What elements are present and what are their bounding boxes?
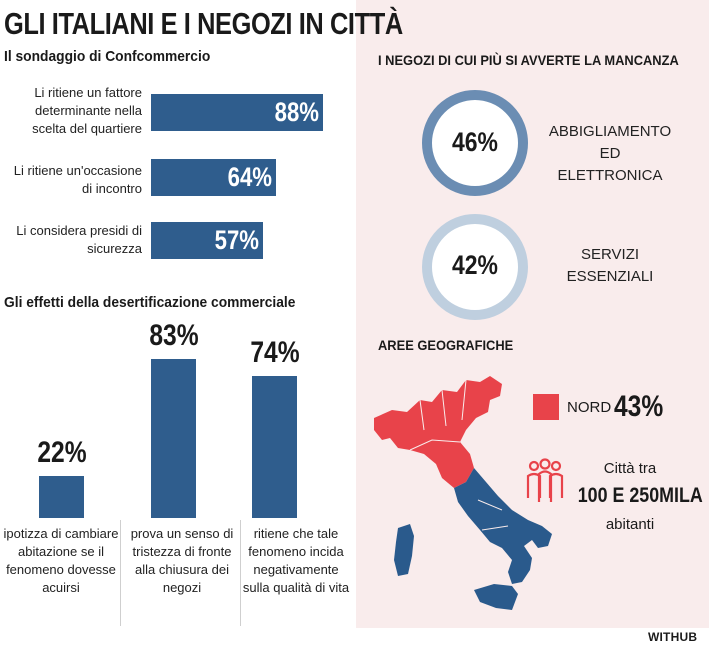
ring-label-1-line1: SERVIZI [580,246,640,263]
divider [240,520,241,626]
map-north-region [374,376,502,488]
survey-value-2: 57% [214,225,259,255]
survey-value-1: 64% [227,162,272,192]
ring-label-1-line2: ESSENZIALI [566,268,654,285]
italy-map [374,376,552,610]
geo-heading: AREE GEOGRAFICHE [378,337,514,353]
city-line1: Città tra [603,460,657,477]
survey-bar-0 [151,94,323,131]
region-borders [409,379,509,531]
ring-label-0-line1: ABBIGLIAMENTO [548,123,672,140]
city-line3: abitanti [605,516,655,533]
north-legend-swatch [533,394,559,420]
map-sicily [474,584,518,610]
map-south-region [454,468,552,584]
footer-brand: WITHUB [648,630,698,644]
city-line2: 100 E 250MILA [577,484,703,507]
ring-label-0-line2: ED ELETTRONICA [557,145,663,184]
effects-value-0: 22% [37,436,87,469]
survey-bar-2 [151,222,263,259]
effects-value-2: 74% [250,336,300,369]
effects-label-0: ipotizza di cambiare abitazione se il fe… [3,526,119,595]
effects-label-1: prova un senso di tristezza di fronte al… [130,526,234,595]
effects-bar-1 [151,359,196,518]
effects-bar-0 [39,476,84,518]
survey-value-0: 88% [274,97,319,127]
effects-bar-2 [252,376,297,518]
missing-heading: I NEGOZI DI CUI PIÙ SI AVVERTE LA MANCAN… [378,52,679,68]
ring-label-0: ABBIGLIAMENTO ED ELETTRONICA [545,121,675,187]
divider [120,520,121,626]
north-legend-label: NORD [567,399,612,416]
ring-center [427,95,523,191]
effects-value-1: 83% [149,319,199,352]
ring-0 [422,90,528,196]
people-icon [526,458,564,502]
ring-chart-1 [422,214,528,320]
survey-heading: Il sondaggio di Confcommercio [4,48,211,65]
ring-center [427,219,523,315]
ring-1 [422,214,528,320]
ring-value-1: 42% [452,250,498,280]
survey-label-2: Li considera presidi di sicurezza [16,223,142,256]
survey-label-0: Li ritiene un fattore determinante nella… [32,85,142,136]
ring-label-1: SERVIZI ESSENZIALI [555,244,665,288]
survey-bar-1 [151,159,276,196]
effects-label-2: ritiene che tale fenomeno incida negativ… [242,526,350,595]
north-legend-value: 43% [614,390,664,423]
ring-chart-0 [422,90,528,196]
map-sardinia [394,524,414,576]
page-title: GLI ITALIANI E I NEGOZI IN CITTÀ [4,6,403,41]
ring-value-0: 46% [452,127,498,157]
effects-heading: Gli effetti della desertificazione comme… [4,294,296,311]
survey-label-1: Li ritiene un'occasione di incontro [13,163,142,196]
